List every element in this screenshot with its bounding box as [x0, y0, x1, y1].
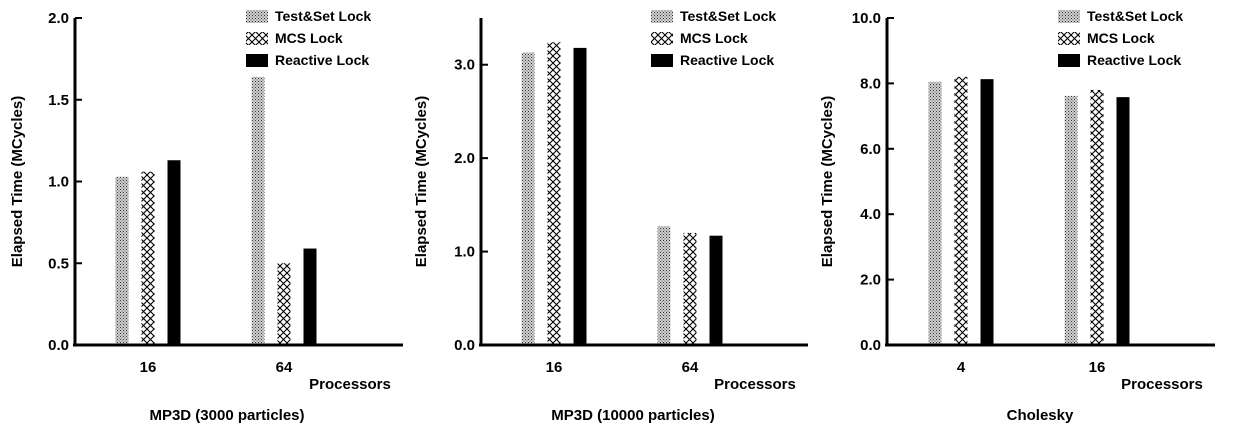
bar-solid-4: [980, 79, 994, 344]
chart-caption: Cholesky: [1007, 407, 1074, 424]
legend-label: MCS Lock: [275, 30, 343, 46]
bar-crosshatch-16: [141, 171, 155, 344]
y-tick-label: 1.5: [48, 92, 69, 109]
bar-solid-16: [1116, 97, 1130, 344]
bar-crosshatch-16: [1090, 89, 1104, 344]
bar-stipple-16: [1064, 95, 1078, 344]
chart-panel-2: 0.0 1.0 2.0 3.0 16 64 Test&Set Lock MCS Lock Rea…: [413, 8, 808, 424]
legend-swatch-stipple: [246, 10, 268, 23]
y-tick-label: 10.0: [852, 10, 881, 27]
bar-crosshatch-64: [277, 263, 291, 344]
bar-solid-64: [709, 235, 723, 344]
legend-swatch-crosshatch: [246, 32, 268, 45]
bar-solid-16: [167, 160, 181, 344]
y-axis-title: Elapsed Time (MCycles): [413, 96, 430, 267]
y-tick-label: 0.0: [860, 337, 881, 354]
bar-stipple-64: [251, 76, 265, 344]
chart-panel-1: 0.0 0.5 1.0 1.5 2.0 16 64 Test&Set Lock MCS Lock…: [9, 8, 403, 424]
legend-swatch-stipple: [651, 10, 673, 23]
legend-swatch-stipple: [1058, 10, 1080, 23]
y-tick-label: 0.5: [48, 255, 69, 272]
chart-caption: MP3D (10000 particles): [551, 407, 714, 424]
bar-solid-16: [573, 47, 587, 344]
legend-label: Reactive Lock: [680, 52, 774, 68]
bar-solid-64: [303, 248, 317, 344]
x-tick-label: 16: [546, 359, 563, 376]
x-tick-label: 64: [276, 359, 293, 376]
legend-swatch-solid: [1058, 54, 1080, 67]
bar-crosshatch-16: [547, 42, 561, 344]
chart-caption: MP3D (3000 particles): [149, 407, 304, 424]
y-tick-label: 4.0: [860, 206, 881, 223]
bar-stipple-16: [521, 52, 535, 344]
y-tick-label: 6.0: [860, 141, 881, 158]
y-tick-label: 1.0: [48, 174, 69, 191]
legend-swatch-crosshatch: [651, 32, 673, 45]
bar-stipple-4: [928, 81, 942, 344]
x-axis-title: Processors: [714, 376, 796, 393]
legend-swatch-solid: [651, 54, 673, 67]
y-tick-label: 3.0: [454, 57, 475, 74]
x-tick-label: 64: [682, 359, 699, 376]
y-axis-title: Elapsed Time (MCycles): [819, 96, 836, 267]
legend-label: Test&Set Lock: [275, 8, 371, 24]
bar-crosshatch-64: [683, 232, 697, 344]
x-tick-label: 16: [140, 359, 157, 376]
y-tick-label: 1.0: [454, 244, 475, 261]
legend-swatch-solid: [246, 54, 268, 67]
x-tick-label: 16: [1089, 359, 1106, 376]
legend-label: Reactive Lock: [1087, 52, 1181, 68]
bar-crosshatch-4: [954, 76, 968, 344]
legend-swatch-crosshatch: [1058, 32, 1080, 45]
x-axis-title: Processors: [1121, 376, 1203, 393]
y-tick-label: 2.0: [48, 10, 69, 27]
x-tick-label: 4: [957, 359, 966, 376]
legend-label: MCS Lock: [1087, 30, 1155, 46]
y-tick-label: 0.0: [454, 337, 475, 354]
y-tick-label: 2.0: [860, 272, 881, 289]
bar-stipple-64: [657, 226, 671, 344]
bar-stipple-16: [115, 176, 129, 344]
y-tick-label: 0.0: [48, 337, 69, 354]
x-axis-title: Processors: [309, 376, 391, 393]
y-tick-label: 2.0: [454, 150, 475, 167]
y-tick-label: 8.0: [860, 75, 881, 92]
legend-label: Test&Set Lock: [680, 8, 776, 24]
y-axis-title: Elapsed Time (MCycles): [9, 96, 26, 267]
legend-label: MCS Lock: [680, 30, 748, 46]
chart-panel-3: 0.0 2.0 4.0 6.0 8.0 10.0 4 16 Test&Set Lock MCS L…: [819, 8, 1215, 424]
legend-label: Test&Set Lock: [1087, 8, 1183, 24]
legend-label: Reactive Lock: [275, 52, 369, 68]
